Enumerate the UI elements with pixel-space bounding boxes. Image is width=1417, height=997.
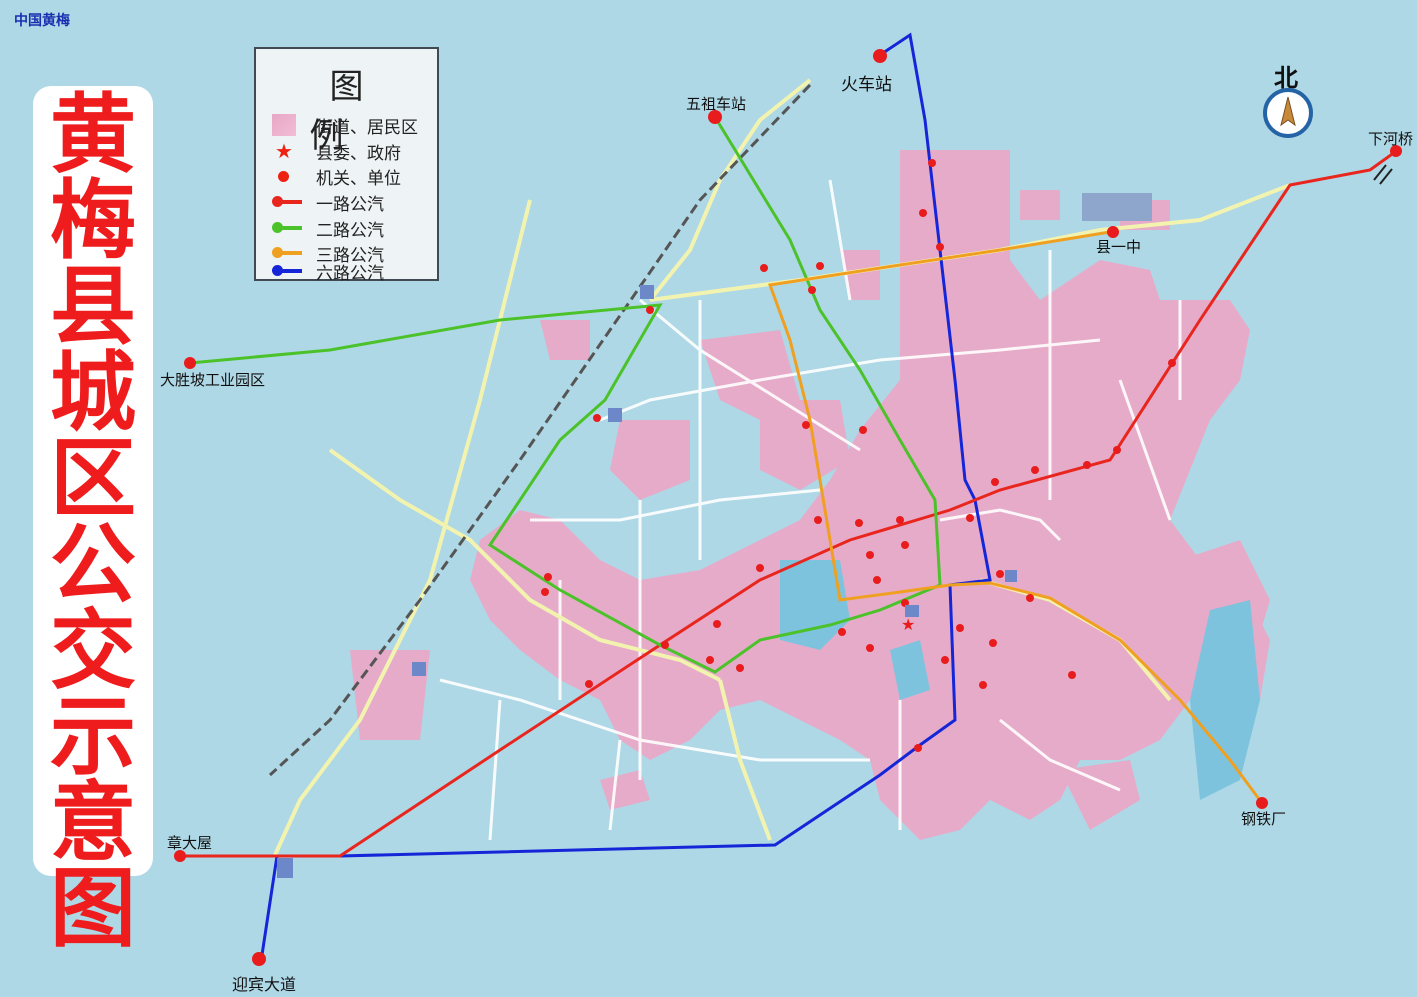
- place-label-zhangdawu: 章大屋: [167, 834, 213, 852]
- compass-label: 北: [1274, 64, 1298, 92]
- title-char: 县: [50, 257, 136, 357]
- place-label-dashengpo-park: 大胜坡工业园区: [160, 371, 266, 389]
- title-char: 意: [50, 773, 136, 873]
- title-char: 区: [50, 429, 136, 529]
- legend-label: 二路公汽: [316, 220, 384, 241]
- title-char: 城: [50, 343, 136, 443]
- star-icon: ★: [275, 139, 293, 163]
- legend-item-government: ★ 县委、政府: [272, 139, 401, 164]
- legend-label: 三路公汽: [316, 245, 384, 266]
- route-2-line-icon: [272, 222, 302, 234]
- place-label-yingbin-avenue: 迎宾大道: [232, 975, 297, 994]
- place-label-xiahe-bridge: 下河桥: [1368, 130, 1414, 148]
- terminals: [174, 49, 1402, 966]
- north-arrow-icon: [1263, 88, 1313, 138]
- legend-item-route-3: 三路公汽: [272, 241, 384, 266]
- route-1-line-icon: [272, 196, 302, 208]
- railway: [268, 83, 812, 777]
- government-star-icon: ★: [901, 615, 915, 634]
- map-legend: 图例 街道、居民区 ★ 县委、政府 机关、单位 一路公汽 二路公汽 三路公汽 六…: [254, 47, 439, 284]
- place-label-wuzu-station: 五祖车站: [686, 95, 747, 113]
- lakes: [780, 560, 1260, 800]
- title-char: 图: [50, 859, 136, 959]
- legend-item-route-6: 六路公汽: [272, 259, 384, 284]
- bridge-icon: [1373, 164, 1393, 185]
- title-char: 黄: [50, 85, 136, 185]
- legend-label: 县委、政府: [316, 143, 401, 164]
- title-char: 示: [50, 687, 136, 787]
- streets: [439, 179, 1182, 841]
- legend-item-units: 机关、单位: [272, 164, 401, 189]
- legend-label: 六路公汽: [316, 263, 384, 284]
- legend-label: 机关、单位: [316, 168, 401, 189]
- building-icons: [277, 193, 1152, 878]
- route-1-line: [180, 150, 1396, 858]
- route-3-line-icon: [272, 247, 302, 259]
- legend-label: 街道、居民区: [316, 117, 418, 138]
- place-label-steel-plant: 钢铁厂: [1241, 810, 1287, 828]
- residential-swatch-icon: [272, 114, 296, 136]
- legend-label: 一路公汽: [316, 194, 384, 215]
- legend-item-route-2: 二路公汽: [272, 216, 384, 241]
- place-label-county-no1-school: 县一中: [1096, 238, 1142, 256]
- red-dot-icon: [278, 170, 289, 182]
- legend-item-residential: 街道、居民区: [272, 113, 418, 138]
- title-char: 梅: [50, 171, 136, 271]
- route-3-line: [767, 230, 1264, 804]
- legend-title: 图例: [309, 67, 404, 156]
- title-char: 公: [50, 515, 136, 615]
- watermark: 中国黄梅: [14, 13, 70, 29]
- title-char: 交: [50, 601, 136, 701]
- map-title: 黄 梅 县 城 区 公 交 示 意 图: [33, 85, 153, 952]
- route-2-line: [189, 116, 942, 674]
- unit-markers: [541, 159, 1176, 752]
- legend-item-route-1: 一路公汽: [272, 190, 384, 215]
- route-6-line-icon: [272, 265, 302, 277]
- place-label-railway-station: 火车站: [841, 75, 892, 95]
